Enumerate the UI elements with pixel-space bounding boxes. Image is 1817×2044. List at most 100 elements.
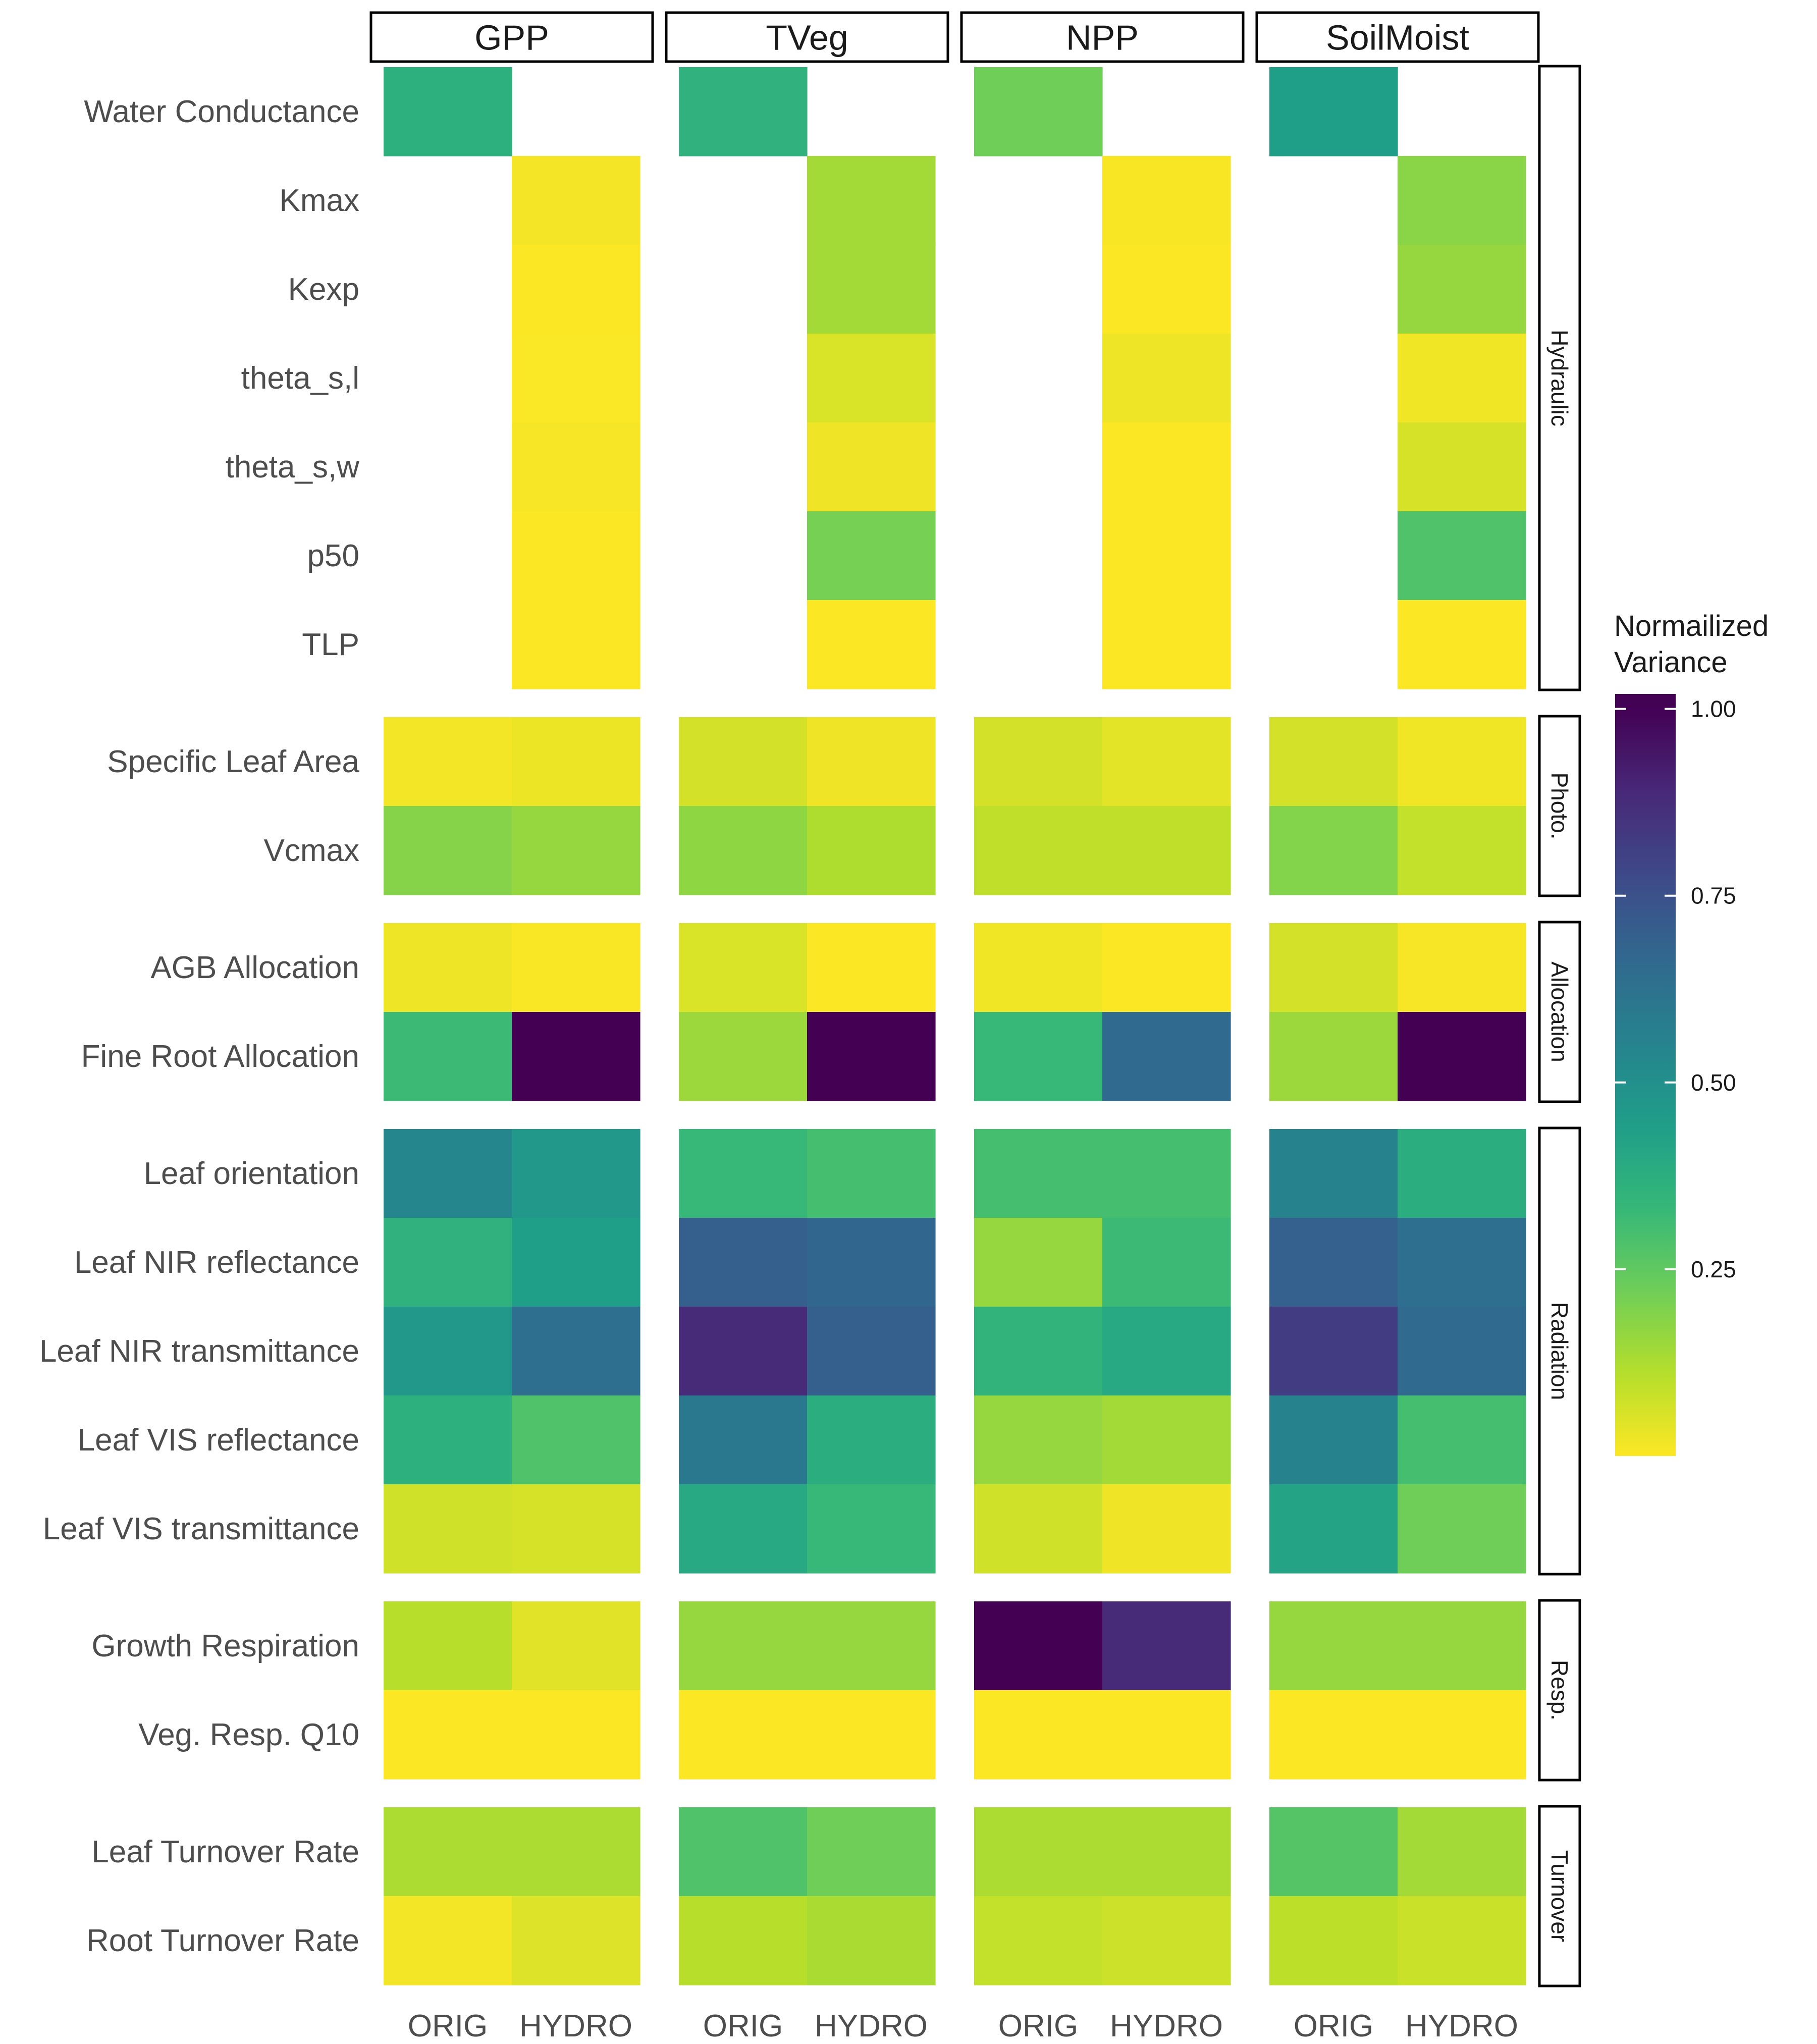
cell-tveg-fine-root-allocation-hydro: [807, 1012, 936, 1101]
legend-tick-label-3: 1.00: [1691, 696, 1736, 722]
cell-soilmoist-leaf-turnover-rate-hydro: [1398, 1807, 1526, 1897]
group-strip-hydraulic: [1538, 65, 1581, 691]
cell-gpp-water-conductance-orig: [384, 67, 512, 156]
cell-npp-leaf-orientation-orig: [974, 1129, 1103, 1218]
cell-npp-vcmax-orig: [974, 806, 1103, 895]
cell-tveg-agb-allocation-hydro: [807, 923, 936, 1012]
group-label-turnover: Turnover: [1546, 1850, 1573, 1942]
cell-soilmoist-root-turnover-rate-hydro: [1398, 1896, 1526, 1985]
row-label-veg-resp-q10: Veg. Resp. Q10: [138, 1717, 359, 1752]
row-label-leaf-orientation: Leaf orientation: [144, 1156, 359, 1191]
cell-npp-leaf-nir-reflectance-hydro: [1102, 1218, 1231, 1307]
cell-tveg-growth-respiration-hydro: [807, 1601, 936, 1691]
group-strips: Hydraulic Photo. Allocation Radiation Resp. T…: [1538, 65, 1581, 1987]
facet-title-npp: NPP: [1066, 18, 1139, 58]
cell-gpp-growth-respiration-hydro: [512, 1601, 640, 1691]
cell-soilmoist-leaf-vis-transmittance-hydro: [1398, 1484, 1526, 1574]
cell-gpp-leaf-orientation-orig: [384, 1129, 512, 1218]
cell-npp-leaf-vis-transmittance-orig: [974, 1484, 1103, 1574]
cell-gpp-specific-leaf-area-orig: [384, 717, 512, 806]
facet-title-gpp: GPP: [474, 18, 549, 58]
facet-strip-tveg: [665, 11, 949, 63]
cell-npp-veg-resp-q10-hydro: [1102, 1690, 1231, 1780]
facet-strip-npp: [960, 11, 1245, 63]
column-label-npp-orig: ORIG: [998, 2009, 1078, 2043]
cell-gpp-leaf-nir-transmittance-orig: [384, 1307, 512, 1396]
cell-gpp-root-turnover-rate-hydro: [512, 1896, 640, 1985]
cell-npp-leaf-vis-transmittance-hydro: [1102, 1484, 1231, 1574]
group-label-allocation: Allocation: [1546, 961, 1573, 1062]
cell-soilmoist-specific-leaf-area-orig: [1269, 717, 1398, 806]
cell-soilmoist-leaf-vis-reflectance-orig: [1269, 1395, 1398, 1485]
cell-soilmoist-leaf-nir-reflectance-hydro: [1398, 1218, 1526, 1307]
row-label-vcmax: Vcmax: [264, 833, 359, 868]
facet-strip-gpp: [369, 11, 654, 63]
cell-tveg-kmax-hydro: [807, 156, 936, 245]
group-strip-turnover: [1538, 1805, 1581, 1987]
cell-soilmoist-veg-resp-q10-orig: [1269, 1690, 1398, 1780]
legend-title-line-1: Normailized: [1614, 610, 1769, 642]
cell-gpp-fine-root-allocation-orig: [384, 1012, 512, 1101]
cell-gpp-leaf-nir-reflectance-orig: [384, 1218, 512, 1307]
cell-gpp-leaf-turnover-rate-hydro: [512, 1807, 640, 1897]
cell-tveg-leaf-nir-reflectance-orig: [679, 1218, 808, 1307]
column-labels: ORIG HYDRO ORIG HYDRO ORIG HYDRO ORIG HYDRO: [408, 2009, 1518, 2043]
cell-soilmoist-veg-resp-q10-hydro: [1398, 1690, 1526, 1780]
cell-gpp-veg-resp-q10-hydro: [512, 1690, 640, 1780]
cell-gpp-vcmax-hydro: [512, 806, 640, 895]
cell-tveg-root-turnover-rate-orig: [679, 1896, 808, 1985]
row-label-growth-respiration: Growth Respiration: [91, 1629, 359, 1663]
cell-tveg-leaf-turnover-rate-orig: [679, 1807, 808, 1897]
row-label-specific-leaf-area: Specific Leaf Area: [107, 744, 359, 779]
cell-soilmoist-specific-leaf-area-hydro: [1398, 717, 1526, 806]
cell-tveg-p50-hydro: [807, 511, 936, 601]
cell-gpp-agb-allocation-orig: [384, 923, 512, 1012]
cell-soilmoist-vcmax-orig: [1269, 806, 1398, 895]
column-label-soilmoist-hydro: HYDRO: [1405, 2009, 1518, 2043]
cell-tveg-leaf-orientation-hydro: [807, 1129, 936, 1218]
cell-npp-leaf-orientation-hydro: [1102, 1129, 1231, 1218]
group-label-hydraulic: Hydraulic: [1546, 330, 1573, 426]
cell-npp-leaf-turnover-rate-hydro: [1102, 1807, 1231, 1897]
heatmap-cells: [384, 67, 1526, 1985]
cell-npp-leaf-vis-reflectance-orig: [974, 1395, 1103, 1485]
group-label-radiation: Radiation: [1546, 1302, 1573, 1400]
legend-tick-label-2: 0.75: [1691, 883, 1736, 909]
cell-tveg-leaf-nir-reflectance-hydro: [807, 1218, 936, 1307]
cell-gpp-growth-respiration-orig: [384, 1601, 512, 1691]
row-label-fine-root-allocation: Fine Root Allocation: [81, 1039, 359, 1074]
row-label-leaf-vis-transmittance: Leaf VIS transmittance: [43, 1512, 359, 1546]
cell-gpp-p50-hydro: [512, 511, 640, 601]
row-label-theta-s-l: theta_s,l: [241, 361, 359, 396]
cell-gpp-tlp-hydro: [512, 600, 640, 689]
cell-soilmoist-tlp-hydro: [1398, 600, 1526, 689]
cell-tveg-tlp-hydro: [807, 600, 936, 689]
row-label-leaf-vis-reflectance: Leaf VIS reflectance: [78, 1423, 359, 1458]
cell-npp-specific-leaf-area-hydro: [1102, 717, 1231, 806]
row-label-leaf-turnover-rate: Leaf Turnover Rate: [91, 1835, 359, 1869]
group-label-resp: Resp.: [1546, 1660, 1573, 1720]
cell-gpp-leaf-vis-transmittance-hydro: [512, 1484, 640, 1574]
cell-tveg-specific-leaf-area-orig: [679, 717, 808, 806]
cell-npp-fine-root-allocation-orig: [974, 1012, 1103, 1101]
cell-tveg-agb-allocation-orig: [679, 923, 808, 1012]
cell-gpp-veg-resp-q10-orig: [384, 1690, 512, 1780]
cell-gpp-specific-leaf-area-hydro: [512, 717, 640, 806]
cell-soilmoist-kmax-hydro: [1398, 156, 1526, 245]
cell-soilmoist-root-turnover-rate-orig: [1269, 1896, 1398, 1985]
cell-npp-vcmax-hydro: [1102, 806, 1231, 895]
cell-soilmoist-leaf-nir-reflectance-orig: [1269, 1218, 1398, 1307]
cell-soilmoist-theta-s-l-hydro: [1398, 334, 1526, 423]
cell-npp-leaf-nir-transmittance-orig: [974, 1307, 1103, 1396]
group-strip-allocation: [1538, 921, 1581, 1103]
cell-gpp-leaf-orientation-hydro: [512, 1129, 640, 1218]
cell-npp-growth-respiration-orig: [974, 1601, 1103, 1691]
cell-tveg-veg-resp-q10-orig: [679, 1690, 808, 1780]
cell-npp-veg-resp-q10-orig: [974, 1690, 1103, 1780]
row-label-leaf-nir-transmittance: Leaf NIR transmittance: [39, 1334, 359, 1369]
cell-tveg-leaf-nir-transmittance-hydro: [807, 1307, 936, 1396]
cell-tveg-leaf-vis-reflectance-orig: [679, 1395, 808, 1485]
cell-gpp-leaf-nir-reflectance-hydro: [512, 1218, 640, 1307]
group-strip-photo: [1538, 715, 1581, 897]
